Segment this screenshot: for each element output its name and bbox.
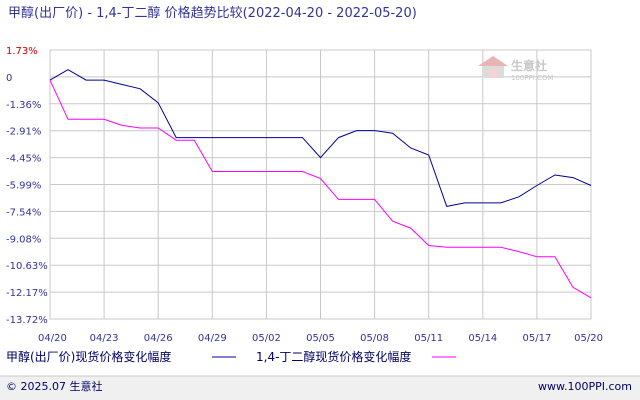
series <box>49 69 592 299</box>
y-tick-label: -7.54% <box>6 207 41 218</box>
y-tick-label: -1.36% <box>6 100 41 111</box>
y-tick-label: -4.45% <box>6 154 41 165</box>
y-axis-ticks: 1.73% 0 -1.36% -2.91% -4.45% -5.99% -7.54% -9.0… <box>6 46 48 326</box>
x-tick-label: 04/20 <box>38 333 67 344</box>
series-line-1 <box>49 69 592 207</box>
x-tick-label: 05/17 <box>522 333 551 344</box>
footer-site-link[interactable]: www.100PPI.com <box>538 380 632 393</box>
watermark: 生意社 100PPI.COM <box>478 56 554 82</box>
x-tick-label: 05/11 <box>414 333 443 344</box>
legend-label-series-2: 1,4-丁二醇现货价格变化幅度 <box>256 349 411 364</box>
watermark-text: 生意社 <box>511 58 547 73</box>
y-tick-label: 1.73% <box>6 46 38 57</box>
x-tick-label: 05/20 <box>574 333 603 344</box>
x-tick-label: 04/29 <box>198 333 227 344</box>
y-tick-label: -2.91% <box>6 127 41 138</box>
watermark-house-icon <box>478 56 508 78</box>
x-tick-label: 05/08 <box>360 333 389 344</box>
legend: 甲醇(出厂价)现货价格变化幅度 1,4-丁二醇现货价格变化幅度 <box>6 349 456 364</box>
y-tick-label: -12.17% <box>6 288 48 299</box>
y-tick-label: -9.08% <box>6 234 41 245</box>
x-tick-label: 05/14 <box>468 333 497 344</box>
y-tick-label: -5.99% <box>6 181 41 192</box>
footer-copyright: © 2025.07 生意社 <box>6 379 102 393</box>
x-tick-label: 04/23 <box>90 333 119 344</box>
grid <box>50 50 591 319</box>
watermark-url: 100PPI.COM <box>511 74 554 82</box>
y-tick-label: -13.72% <box>6 315 48 326</box>
x-axis-ticks: 04/20 04/23 04/26 04/29 05/02 05/05 05/08 05/11… <box>38 333 603 344</box>
x-tick-label: 05/02 <box>252 333 281 344</box>
chart-title: 甲醇(出厂价) - 1,4-丁二醇 价格趋势比较(2022-04-20 - 20… <box>8 5 417 21</box>
y-tick-label: 0 <box>6 73 12 84</box>
legend-label-series-1: 甲醇(出厂价)现货价格变化幅度 <box>6 349 171 364</box>
y-tick-label: -10.63% <box>6 261 48 272</box>
footer-band <box>0 376 640 400</box>
x-tick-label: 05/05 <box>306 333 335 344</box>
plot-border <box>49 49 592 320</box>
x-tick-label: 04/26 <box>144 333 173 344</box>
series-line-2 <box>49 79 592 299</box>
